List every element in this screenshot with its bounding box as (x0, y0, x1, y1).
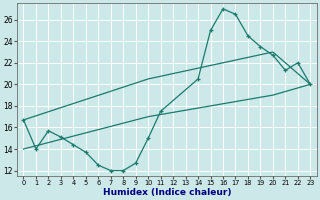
X-axis label: Humidex (Indice chaleur): Humidex (Indice chaleur) (103, 188, 231, 197)
